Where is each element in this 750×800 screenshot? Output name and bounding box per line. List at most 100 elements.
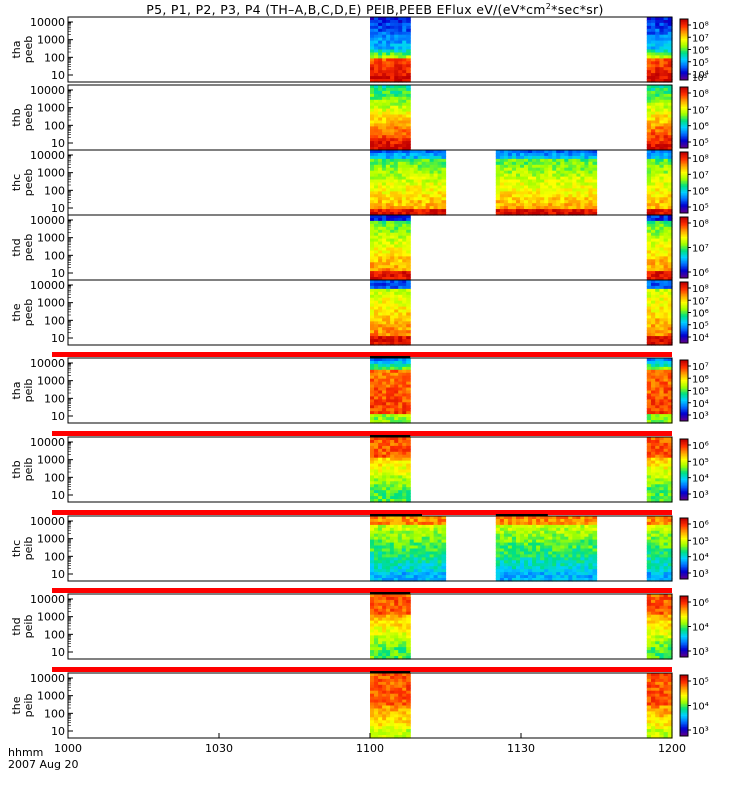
spectrogram-cell [382, 55, 387, 59]
spectrogram-cell [417, 566, 423, 570]
y-tick-label: 100 [44, 314, 65, 327]
spectrogram-cell [402, 405, 407, 409]
spectrogram-cell [651, 253, 656, 257]
spectrogram-cell [370, 46, 375, 51]
spectrogram-cell [495, 572, 501, 576]
spectrogram-cell [499, 527, 505, 532]
spectrogram-cell [377, 191, 383, 195]
spectrogram-cell [417, 194, 423, 198]
spectrogram-cell [382, 129, 387, 133]
spectrogram-cell [398, 37, 403, 42]
spectrogram-cell [405, 542, 411, 547]
spectrogram-cell [421, 185, 427, 190]
spectrogram-cell [507, 521, 513, 526]
spectrogram-cell [378, 460, 383, 465]
spectrogram-cell [398, 120, 403, 125]
spectrogram-cell [576, 569, 581, 573]
spectrogram-cell [394, 55, 399, 59]
spectrogram-cell [406, 126, 411, 130]
spectrogram-cell [646, 185, 652, 190]
spectrogram-cell [544, 170, 549, 175]
colorbar-cell [680, 233, 688, 236]
spectrogram-cell [390, 64, 395, 68]
colorbar-cell [680, 382, 688, 385]
spectrogram-cell [390, 235, 395, 240]
spectrogram-cell [370, 274, 375, 278]
spectrogram-cell [378, 226, 383, 231]
spectrogram-cell [572, 578, 577, 582]
spectrogram-cell [663, 306, 669, 311]
spectrogram-cell [413, 524, 419, 529]
spectrogram-cell [560, 566, 565, 570]
spectrogram-cell [584, 557, 589, 561]
spectrogram-cell [382, 283, 387, 287]
spectrogram-cell [580, 572, 585, 576]
spectrogram-cell [406, 64, 411, 68]
spectrogram-cell [584, 554, 589, 558]
spectrogram-cell [398, 437, 403, 441]
spectrogram-cell [402, 238, 407, 243]
spectrogram-cell [394, 244, 399, 249]
spectrogram-cell [402, 99, 407, 104]
spectrogram-cell [663, 288, 669, 293]
spectrogram-cell [389, 557, 395, 561]
y-axis-label: peeb [22, 36, 35, 64]
colorbar-cell [680, 196, 688, 199]
spectrogram-cell [655, 123, 660, 127]
spectrogram-cell [646, 37, 652, 42]
spectrogram-cell [507, 176, 513, 181]
spectrogram-cell [402, 235, 407, 240]
spectrogram-cell [651, 440, 656, 444]
spectrogram-cell [390, 43, 395, 48]
spectrogram-cell [370, 457, 375, 462]
spectrogram-cell [382, 22, 387, 27]
spectrogram-cell [659, 99, 665, 104]
spectrogram-cell [536, 551, 541, 556]
spectrogram-cell [646, 545, 652, 550]
spectrogram-cell [378, 268, 383, 272]
spectrogram-cell [390, 40, 395, 45]
spectrogram-cell [659, 167, 665, 172]
colorbar-label: 10⁶ [692, 46, 709, 57]
spectrogram-cell [385, 188, 391, 192]
spectrogram-cell [374, 387, 379, 392]
spectrogram-cell [495, 170, 501, 175]
spectrogram-cell [394, 25, 399, 30]
spectrogram-cell [511, 161, 517, 166]
spectrogram-cell [398, 369, 403, 374]
spectrogram-cell [382, 312, 387, 317]
spectrogram-cell [646, 203, 652, 207]
spectrogram-cell [659, 129, 665, 133]
spectrogram-cell [441, 578, 447, 582]
spectrogram-cell [646, 527, 652, 532]
spectrogram-cell [556, 578, 561, 582]
spectrogram-cell [378, 408, 383, 412]
spectrogram-cell [382, 70, 387, 74]
spectrogram-cell [406, 244, 411, 249]
colorbar-cell [680, 317, 688, 320]
spectrogram-cell [564, 569, 569, 573]
spectrogram-cell [402, 487, 407, 491]
colorbar-cell [680, 282, 688, 285]
spectrogram-cell [409, 194, 415, 198]
spectrogram-cell [572, 545, 577, 550]
spectrogram-cell [646, 478, 652, 482]
spectrogram-cell [370, 460, 375, 465]
spectrogram-cell [382, 280, 387, 284]
colorbar-cell [680, 232, 688, 235]
spectrogram-cell [659, 161, 665, 166]
spectrogram-cell [572, 536, 577, 541]
spectrogram-cell [655, 358, 660, 362]
spectrogram-cell [548, 150, 553, 154]
spectrogram-cell [646, 253, 652, 257]
spectrogram-cell [655, 399, 660, 403]
spectrogram-cell [390, 93, 395, 98]
colorbar-cell [680, 452, 688, 455]
spectrogram-cell [548, 164, 553, 169]
spectrogram-cell [655, 417, 660, 421]
spectrogram-cell [560, 542, 565, 547]
spectrogram-cell [663, 315, 669, 320]
spectrogram-cell [378, 61, 383, 65]
spectrogram-cell [406, 105, 411, 110]
colorbar-cell [680, 489, 688, 492]
